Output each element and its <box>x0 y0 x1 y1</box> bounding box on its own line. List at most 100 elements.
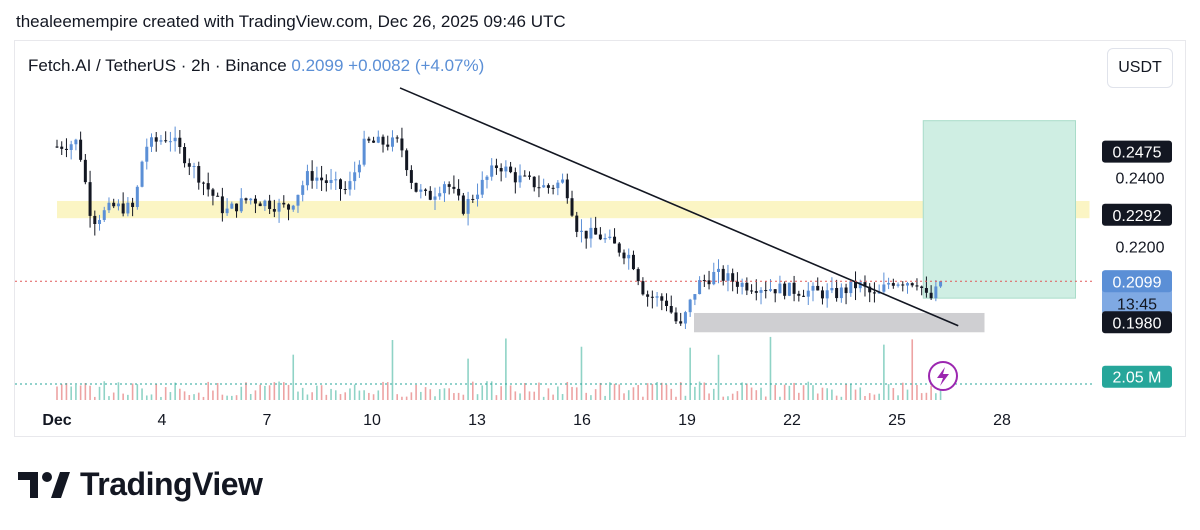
candle-body <box>575 215 579 232</box>
candle-body <box>816 285 820 291</box>
candle-body <box>896 284 900 286</box>
candle-body <box>107 202 111 211</box>
x-axis-tick-label: Dec <box>42 412 71 429</box>
volume-bar <box>481 385 484 400</box>
candle-body <box>735 281 739 287</box>
candle-body <box>235 203 239 212</box>
volume-bar <box>925 392 928 400</box>
volume-bar <box>94 396 96 400</box>
candle-body <box>187 163 191 167</box>
separator-2: · <box>214 56 221 75</box>
candle-body <box>390 137 394 147</box>
volume-bar <box>443 388 446 400</box>
candle-body <box>168 141 172 143</box>
candle-body <box>622 252 626 259</box>
volume-bar <box>901 382 904 400</box>
candle-body <box>717 268 720 272</box>
volume-bar <box>750 387 753 400</box>
volume-bar <box>216 383 219 400</box>
candle-body <box>277 202 281 212</box>
candle-body <box>93 215 97 224</box>
candle-body <box>523 175 527 177</box>
candle-body <box>528 175 531 177</box>
chart-panel[interactable] <box>14 40 1186 437</box>
volume-bar <box>580 346 583 400</box>
volume-bar <box>661 382 663 400</box>
volume-bar <box>859 387 862 400</box>
volume-bar <box>320 385 323 400</box>
volume-bar <box>708 393 710 400</box>
volume-bar <box>911 339 914 400</box>
volume-bar <box>160 396 162 400</box>
candle-body <box>131 202 135 208</box>
volume-bar <box>542 396 545 400</box>
currency-button[interactable]: USDT <box>1107 48 1173 88</box>
candle-body <box>140 161 144 187</box>
volume-bar <box>892 388 895 400</box>
candle-body <box>381 136 385 145</box>
candle-body <box>164 140 168 142</box>
volume-bar <box>240 386 243 400</box>
candle-body <box>419 189 423 192</box>
volume-bar <box>717 354 720 400</box>
volume-bar <box>722 396 725 400</box>
target-zone <box>922 120 1076 299</box>
volume-bar <box>377 390 380 400</box>
volume-bar <box>145 395 148 400</box>
volume-bar <box>429 389 432 400</box>
volume-bar <box>897 395 899 400</box>
volume-bar <box>472 381 474 400</box>
candle-body <box>442 184 446 194</box>
volume-bar <box>618 384 621 400</box>
volume-bar <box>457 392 460 400</box>
volume-bar <box>221 394 224 400</box>
candle-body <box>939 281 943 287</box>
candle-body <box>428 190 432 200</box>
candle-body <box>830 287 834 291</box>
volume-bar <box>150 394 153 400</box>
candle-body <box>64 148 68 150</box>
volume-bar <box>155 383 158 400</box>
symbol-legend[interactable]: Fetch.AI / TetherUS · 2h · Binance 0.209… <box>28 56 484 76</box>
candle-body <box>480 179 484 195</box>
x-axis-tick-label: 13 <box>468 412 486 429</box>
volume-bar <box>637 384 639 400</box>
candle-body <box>513 172 517 183</box>
volume-bar <box>60 384 63 400</box>
candle-body <box>305 171 309 186</box>
volume-bar <box>500 386 502 400</box>
candle-body <box>631 254 635 270</box>
candle-body <box>372 140 376 143</box>
volume-bar <box>883 344 885 400</box>
candle-body <box>414 182 418 192</box>
candle-body <box>135 186 139 208</box>
candle-body <box>244 198 248 201</box>
volume-bar <box>712 388 715 400</box>
candle-body <box>820 290 824 299</box>
candle-body <box>466 198 470 214</box>
x-axis-tick-label: 25 <box>888 412 906 429</box>
candle-body <box>98 219 102 224</box>
volume-bar <box>292 354 295 400</box>
volume-bar <box>112 392 115 400</box>
candle-body <box>150 137 153 147</box>
candle-body <box>433 196 437 200</box>
volume-bar <box>174 382 176 400</box>
volume-bar <box>793 382 795 400</box>
candle-body <box>409 170 413 183</box>
volume-bar <box>415 384 417 400</box>
volume-bar <box>334 390 337 400</box>
volume-bar <box>358 390 361 400</box>
volume-bar <box>325 394 328 400</box>
candle-body <box>447 184 451 187</box>
candle-body <box>192 166 196 168</box>
volume-bar <box>798 392 800 400</box>
volume-bar <box>65 383 68 400</box>
volume-bar <box>689 347 691 400</box>
tradingview-logo: TradingView <box>18 466 263 503</box>
x-axis-tick-label: 19 <box>678 412 696 429</box>
candle-body <box>665 300 669 307</box>
candle-body <box>806 290 810 297</box>
candle-body <box>598 234 602 240</box>
